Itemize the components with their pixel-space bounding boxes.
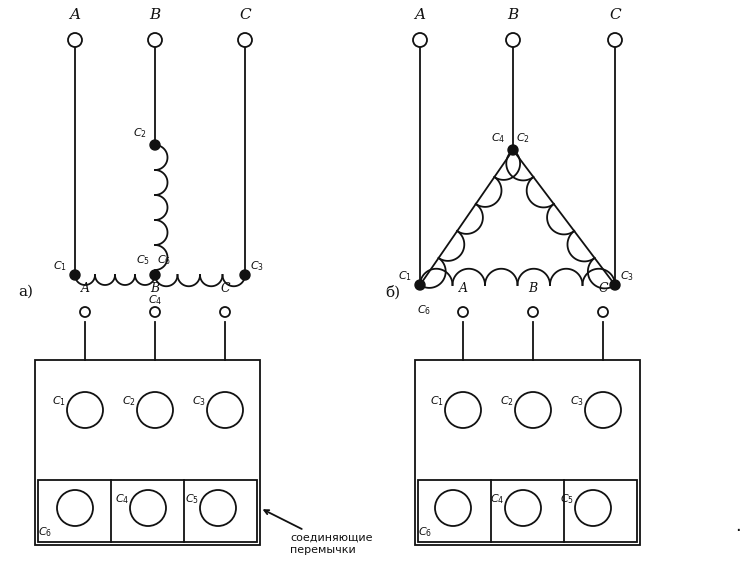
Text: $C_2$: $C_2$ bbox=[133, 126, 147, 140]
Text: $C_4$: $C_4$ bbox=[490, 131, 505, 145]
Text: B: B bbox=[529, 282, 538, 295]
Text: $C_4$: $C_4$ bbox=[490, 492, 504, 506]
Text: $C_3$: $C_3$ bbox=[192, 394, 206, 408]
Text: $C_5$: $C_5$ bbox=[136, 253, 150, 267]
Circle shape bbox=[238, 33, 252, 47]
Text: C: C bbox=[239, 8, 250, 22]
Circle shape bbox=[240, 270, 250, 280]
Circle shape bbox=[515, 392, 551, 428]
Text: C: C bbox=[220, 282, 230, 295]
Bar bbox=[418, 480, 637, 542]
Circle shape bbox=[445, 392, 481, 428]
Circle shape bbox=[458, 307, 468, 317]
Circle shape bbox=[435, 490, 471, 526]
Circle shape bbox=[130, 490, 166, 526]
Text: $C_6$: $C_6$ bbox=[417, 303, 431, 317]
Text: $C_6$: $C_6$ bbox=[38, 525, 53, 539]
Bar bbox=[415, 360, 640, 545]
Text: б): б) bbox=[385, 285, 400, 299]
Circle shape bbox=[57, 490, 93, 526]
Text: соединяющие
перемычки: соединяющие перемычки bbox=[264, 510, 373, 554]
Circle shape bbox=[150, 307, 160, 317]
Text: A: A bbox=[70, 8, 80, 22]
Circle shape bbox=[608, 33, 622, 47]
Circle shape bbox=[508, 145, 518, 155]
Text: $C_1$: $C_1$ bbox=[430, 394, 444, 408]
Circle shape bbox=[598, 307, 608, 317]
Circle shape bbox=[585, 392, 621, 428]
Circle shape bbox=[413, 33, 427, 47]
Circle shape bbox=[415, 280, 425, 290]
Text: $C_2$: $C_2$ bbox=[500, 394, 514, 408]
Circle shape bbox=[575, 490, 611, 526]
Circle shape bbox=[137, 392, 173, 428]
Text: $C_6$: $C_6$ bbox=[418, 525, 432, 539]
Text: B: B bbox=[149, 8, 160, 22]
Circle shape bbox=[68, 33, 82, 47]
Text: A: A bbox=[458, 282, 467, 295]
Circle shape bbox=[200, 490, 236, 526]
Text: а): а) bbox=[18, 285, 33, 299]
Bar bbox=[38, 480, 257, 542]
Circle shape bbox=[505, 490, 541, 526]
Circle shape bbox=[220, 307, 230, 317]
Text: $C_1$: $C_1$ bbox=[52, 394, 66, 408]
Text: $C_3$: $C_3$ bbox=[250, 259, 264, 273]
Text: B: B bbox=[507, 8, 519, 22]
Text: $C_1$: $C_1$ bbox=[53, 259, 67, 273]
Text: $C_6$: $C_6$ bbox=[157, 253, 171, 267]
Circle shape bbox=[67, 392, 103, 428]
Text: $C_2$: $C_2$ bbox=[516, 131, 530, 145]
Circle shape bbox=[70, 270, 80, 280]
Text: $C_5$: $C_5$ bbox=[560, 492, 574, 506]
Text: $C_1$: $C_1$ bbox=[398, 269, 412, 283]
Circle shape bbox=[148, 33, 162, 47]
Text: $C_4$: $C_4$ bbox=[148, 293, 162, 307]
Circle shape bbox=[150, 270, 160, 280]
Text: $C_4$: $C_4$ bbox=[115, 492, 129, 506]
Text: $C_5$: $C_5$ bbox=[185, 492, 199, 506]
Circle shape bbox=[150, 140, 160, 150]
Text: $C_2$: $C_2$ bbox=[122, 394, 136, 408]
Text: B: B bbox=[151, 282, 160, 295]
Text: A: A bbox=[415, 8, 425, 22]
Circle shape bbox=[610, 280, 620, 290]
Bar bbox=[35, 360, 260, 545]
Circle shape bbox=[528, 307, 538, 317]
Text: C: C bbox=[609, 8, 621, 22]
Text: C: C bbox=[598, 282, 608, 295]
Circle shape bbox=[80, 307, 90, 317]
Circle shape bbox=[506, 33, 520, 47]
Text: $C_3$: $C_3$ bbox=[570, 394, 584, 408]
Text: A: A bbox=[80, 282, 89, 295]
Text: $C_3$: $C_3$ bbox=[620, 269, 634, 283]
Text: .: . bbox=[735, 517, 741, 535]
Circle shape bbox=[207, 392, 243, 428]
